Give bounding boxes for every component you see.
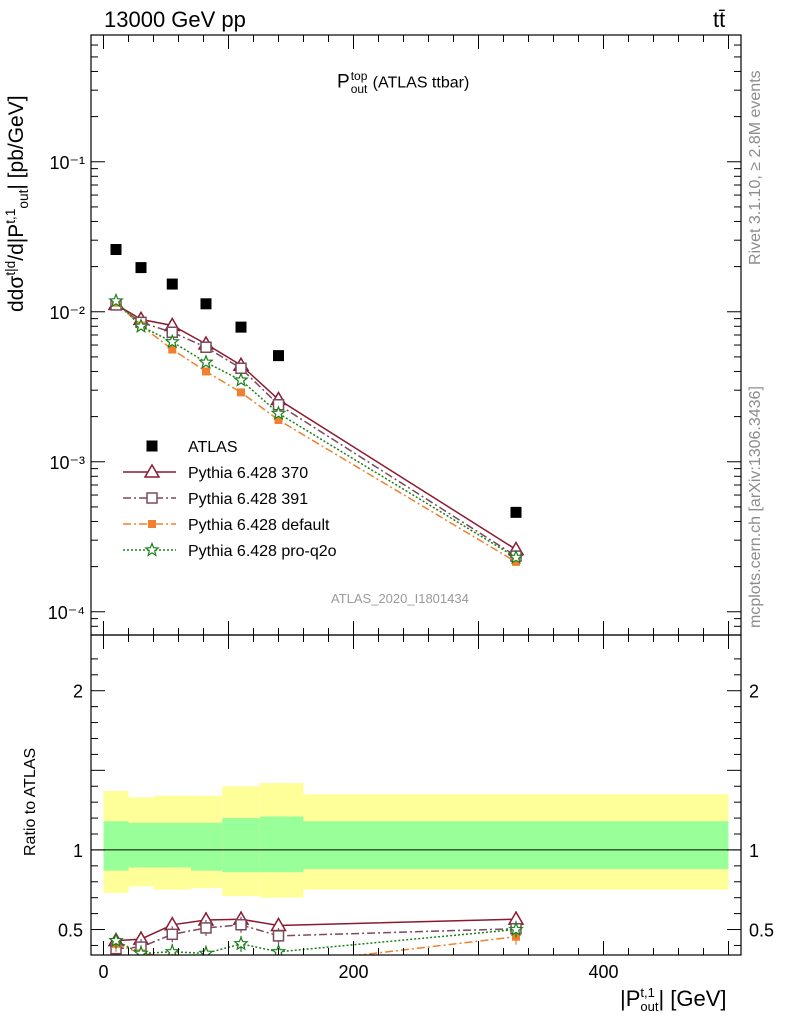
x-axis-label: |P t,1 out | [GeV] (620, 985, 727, 1015)
xlabel-sub: out (640, 999, 659, 1015)
xlabel-prefix: |P (620, 986, 641, 1012)
ratio-y-tick-label: 1 (73, 841, 83, 861)
x-tick-label: 0 (98, 962, 108, 982)
band-inner-segment (303, 821, 729, 870)
band-inner-segment (222, 818, 260, 873)
y-tick-label: 10⁻⁴ (48, 603, 85, 623)
ratio-point (233, 935, 249, 951)
legend-marker (146, 492, 158, 504)
mc-point (235, 362, 247, 375)
legend-marker (143, 463, 161, 478)
ylabel-prefix: d (5, 300, 28, 312)
plot-title-main: P (337, 71, 350, 93)
data-point (135, 262, 147, 274)
ratio-y-tick-label-right: 1 (749, 841, 759, 861)
band-inner-segment (153, 822, 191, 868)
mc-point (270, 405, 287, 421)
y-tick-label: 10⁻² (49, 303, 85, 323)
mc-point (164, 333, 180, 349)
data-point (510, 506, 522, 518)
mc-point (512, 557, 520, 566)
y-tick-label: 10⁻¹ (49, 153, 85, 173)
mc-point (133, 318, 149, 333)
ratio-series (107, 910, 525, 969)
ylabel-suffix: | [pb/GeV] (5, 95, 28, 190)
legend-entry-label: Pythia 6.428 pro-q2o (188, 543, 337, 560)
mc-point (233, 372, 249, 387)
analysis-tag: ATLAS_2020_I1801434 (331, 591, 469, 606)
mc-point (237, 388, 245, 397)
ratio-uncertainty-bands (91, 783, 741, 898)
ratio-point (202, 956, 210, 964)
mc-point (108, 292, 124, 308)
data-point (235, 321, 247, 333)
ratio-y-tick-label-right: 2 (749, 682, 759, 702)
ratio-point (133, 945, 149, 955)
energy-label: 13000 GeV pp (104, 7, 246, 32)
ratio-frame (90, 634, 742, 956)
ratio-point (275, 961, 283, 969)
plot-title-suffix: (ATLAS ttbar) (372, 74, 470, 92)
process-label: tt̄ (713, 7, 726, 32)
ylabel-den: d|P (5, 223, 28, 255)
mc-point (200, 341, 212, 354)
mc-point (202, 367, 210, 376)
plot-title-sup: top (350, 69, 368, 83)
mcplots-reference-text: mcplots.cern.ch [arXiv:1306.3436] (747, 386, 764, 628)
ratio-y-tick-label: 2 (73, 682, 83, 702)
data-point (166, 278, 178, 290)
mc-point (274, 415, 283, 424)
y-axis-label-main: ddσt|d/d|Pt,1out| [pb/GeV] (3, 95, 32, 312)
mc-point (198, 354, 214, 369)
ratio-point (508, 921, 524, 937)
ylabel-den-sup: t,1 (3, 208, 18, 224)
plot-title-sub: out (350, 81, 368, 96)
mc-point (508, 549, 524, 565)
mc-point (168, 345, 177, 354)
ratio-point (235, 919, 247, 931)
main-series (107, 244, 525, 566)
x-tick-label: 400 (588, 962, 618, 982)
x-tick-label: 200 (338, 962, 368, 982)
legend-marker (144, 541, 160, 557)
legend: ATLAS Pythia 6.428 370 Pythia 6.428 391 Pyt… (123, 439, 337, 560)
data-point (110, 244, 122, 256)
ratio-point (272, 930, 285, 942)
ratio-y-tick-label: 0.5 (58, 921, 83, 941)
y-axis-label-ratio: Ratio to ATLAS (22, 747, 39, 856)
ratio-y-tick-label-right: 0.5 (749, 921, 774, 941)
xlabel-suffix: | [GeV] (658, 986, 727, 1012)
data-point (200, 298, 212, 310)
legend-entry-label: Pythia 6.428 391 (188, 491, 308, 508)
y-tick-label: 10⁻³ (49, 453, 85, 473)
legend-entry-label: Pythia 6.428 370 (188, 465, 308, 482)
ylabel-num-sup: t|d (3, 260, 18, 276)
axis-ticks: 10⁻⁴ 10⁻³ 10⁻² 10⁻¹ 0.5 0.5 1 1 2 2 0 200 400 (48, 35, 774, 982)
ratio-point (237, 959, 245, 967)
band-inner-segment (103, 821, 129, 871)
legend-entry-label: Pythia 6.428 default (188, 517, 330, 534)
xlabel-sup: t,1 (640, 985, 655, 1000)
band-inner-segment (128, 822, 154, 868)
legend-marker (148, 520, 156, 528)
band-inner-segment (191, 822, 223, 871)
ratio-point (108, 932, 124, 948)
legend-marker (146, 440, 158, 452)
ratio-point (198, 945, 214, 955)
ylabel-num: dσ (5, 275, 28, 301)
ratio-point (166, 928, 178, 941)
ratio-point (200, 922, 212, 934)
ylabel-den-sub: out (16, 189, 32, 209)
band-inner-segment (259, 816, 304, 873)
legend-entry-label: ATLAS (188, 439, 238, 456)
data-point (273, 350, 284, 362)
rivet-version-text: Rivet 3.1.10, ≥ 2.8M events (747, 70, 764, 265)
